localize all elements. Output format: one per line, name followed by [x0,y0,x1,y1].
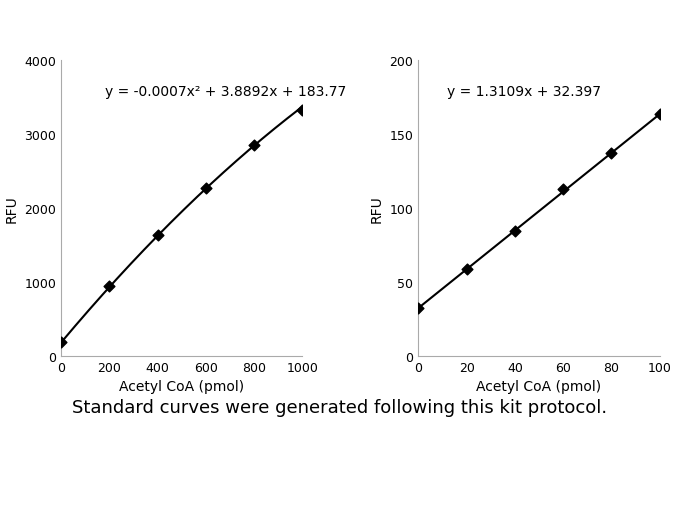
Point [297,106,308,115]
Y-axis label: RFU: RFU [370,195,384,222]
Point [249,141,260,149]
Y-axis label: RFU: RFU [5,195,19,222]
Point [509,227,520,235]
X-axis label: Acetyl CoA (pmol): Acetyl CoA (pmol) [119,380,244,393]
Point [152,231,163,239]
Point [606,150,617,158]
Text: y = 1.3109x + 32.397: y = 1.3109x + 32.397 [447,84,601,99]
Point [56,338,67,347]
Point [558,185,568,193]
X-axis label: Acetyl CoA (pmol): Acetyl CoA (pmol) [477,380,602,393]
Text: Standard curves were generated following this kit protocol.: Standard curves were generated following… [73,398,607,416]
Point [201,185,211,193]
Point [461,266,472,274]
Point [654,111,665,119]
Text: y = -0.0007x² + 3.8892x + 183.77: y = -0.0007x² + 3.8892x + 183.77 [105,84,346,99]
Point [413,304,424,313]
Point [104,283,115,291]
